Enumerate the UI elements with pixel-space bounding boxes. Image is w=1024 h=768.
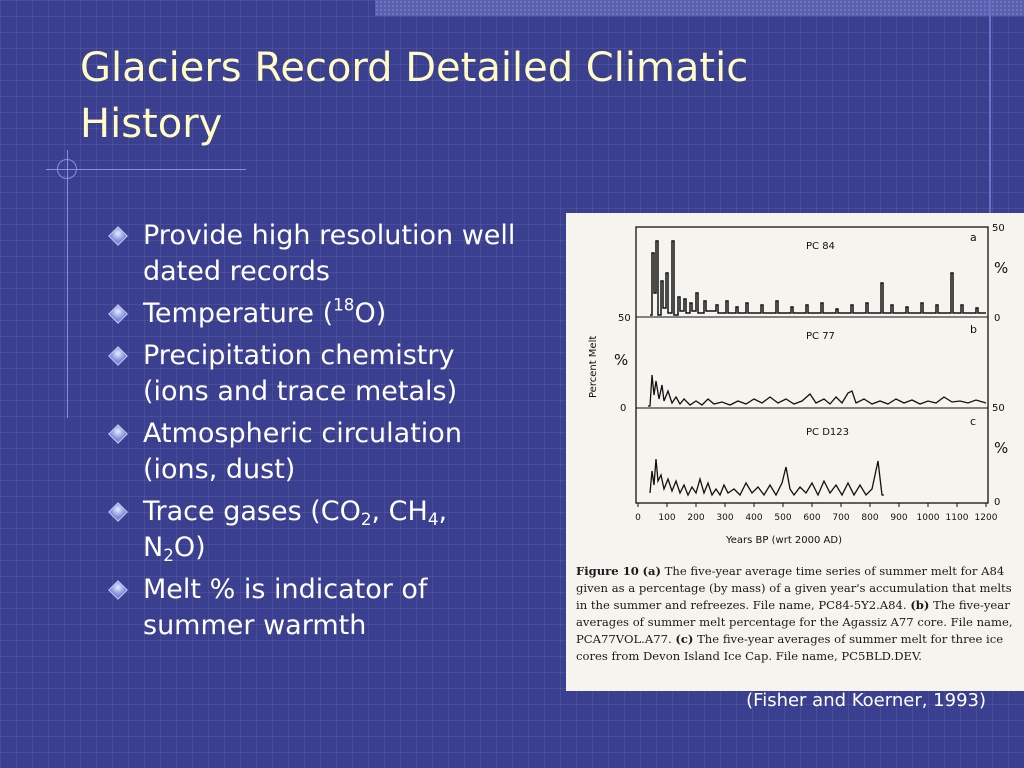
x-tick-label: 1200: [975, 513, 998, 523]
panel-b-unit: %: [614, 351, 628, 369]
x-tick-label: 1000: [917, 513, 940, 523]
x-tick-label: 100: [658, 513, 675, 523]
x-tick-label: 1100: [946, 513, 969, 523]
x-axis-label: Years BP (wrt 2000 AD): [725, 535, 842, 546]
bullet-text: Trace gases (CO: [143, 496, 361, 527]
bullet-item: Temperature (18O): [105, 296, 525, 332]
citation: (Fisher and Koerner, 1993): [746, 690, 986, 711]
panel-a-label: PC 84: [806, 241, 835, 252]
bullet-text: ,: [438, 496, 448, 527]
series-pc84: [650, 240, 986, 316]
diamond-bullet-icon: [108, 502, 128, 522]
x-tick-label: 700: [832, 513, 849, 523]
caption-text-b: The five-year averages of summer melt pe…: [576, 598, 1013, 646]
melt-percentage-figure: PC 84 a 50 50 0 % PC 77 b % 0 50 PC D123…: [566, 213, 1024, 691]
bullet-item: Atmospheric circulation (ions, dust): [105, 416, 525, 488]
bullet-text: O): [173, 532, 206, 563]
x-tick-label: 200: [687, 513, 704, 523]
bullet-text: N: [143, 532, 164, 563]
bullet-item: Melt % is indicator of summer warmth: [105, 572, 525, 644]
diamond-bullet-icon: [108, 580, 128, 600]
diamond-bullet-icon: [108, 304, 128, 324]
subscript: 4: [427, 509, 439, 530]
panel-a-unit: %: [994, 259, 1008, 277]
bullet-item: Trace gases (CO2, CH4, N2O): [105, 494, 525, 566]
crosshair-ornament-icon: [57, 159, 77, 179]
caption-text-a: The five-year average time series of sum…: [576, 564, 1012, 612]
panel-c-letter: c: [970, 415, 976, 428]
x-tick-label: 400: [745, 513, 762, 523]
diamond-bullet-icon: [108, 346, 128, 366]
x-tick-label: 500: [774, 513, 791, 523]
panel-b-letter: b: [970, 323, 977, 336]
caption-part-b: (b): [910, 598, 930, 612]
panel-c-unit: %: [994, 439, 1008, 457]
x-tick-label: 0: [635, 513, 641, 523]
bullet-text: Atmospheric circulation (ions, dust): [143, 418, 462, 485]
top-decorative-band: [375, 0, 1024, 16]
panel-b-left-tick: 0: [620, 403, 626, 414]
bullet-list: Provide high resolution well dated recor…: [105, 218, 525, 650]
isotope-superscript: 18: [333, 294, 355, 315]
melt-time-series-plot: PC 84 a 50 50 0 % PC 77 b % 0 50 PC D123…: [588, 223, 1008, 546]
decorative-vertical-line: [989, 0, 991, 230]
decorative-left-line: [67, 150, 68, 418]
caption-text-c: The five-year averages of summer melt fo…: [576, 632, 1004, 663]
panel-c-right-bottom: 0: [994, 497, 1000, 508]
figure-caption: Figure 10 (a) The five-year average time…: [576, 563, 1016, 665]
bullet-item: Precipitation chemistry (ions and trace …: [105, 338, 525, 410]
panel-a-right-top: 50: [992, 223, 1005, 234]
y-axis-label: Percent Melt: [588, 336, 599, 398]
plot-frame: [635, 226, 989, 504]
title-underline: [46, 169, 246, 170]
x-tick-label: 600: [803, 513, 820, 523]
bullet-text: , CH: [371, 496, 428, 527]
x-axis-ticks: 0 100 200 300 400 500 600 700 800 900 1000 1100 1200: [635, 503, 998, 523]
diamond-bullet-icon: [108, 226, 128, 246]
panel-b-right-bottom: 50: [992, 403, 1005, 414]
panel-a-letter: a: [970, 231, 977, 244]
series-pc77: [648, 374, 987, 407]
diamond-bullet-icon: [108, 424, 128, 444]
series-pcd123: [649, 458, 884, 497]
panel-a-right-bottom: 0: [994, 313, 1000, 324]
subscript: 2: [163, 545, 174, 566]
bullet-text: Provide high resolution well dated recor…: [143, 220, 516, 287]
x-tick-label: 900: [890, 513, 907, 523]
bullet-text: Temperature (: [143, 298, 334, 329]
panel-a-left-tick: 50: [618, 313, 631, 324]
subscript: 2: [360, 509, 372, 530]
bullet-item: Provide high resolution well dated recor…: [105, 218, 525, 290]
panel-c-label: PC D123: [806, 427, 849, 438]
caption-part-a: (a): [642, 564, 661, 578]
x-tick-label: 300: [716, 513, 733, 523]
caption-fig-label: Figure 10: [576, 564, 639, 578]
x-tick-label: 800: [861, 513, 878, 523]
bullet-text: O): [354, 298, 387, 329]
slide-title: Glaciers Record Detailed Climatic Histor…: [80, 45, 749, 147]
bullet-text: Precipitation chemistry (ions and trace …: [143, 340, 458, 407]
panel-b-label: PC 77: [806, 331, 835, 342]
caption-part-c: (c): [675, 632, 694, 646]
bullet-text: Melt % is indicator of summer warmth: [143, 574, 428, 641]
